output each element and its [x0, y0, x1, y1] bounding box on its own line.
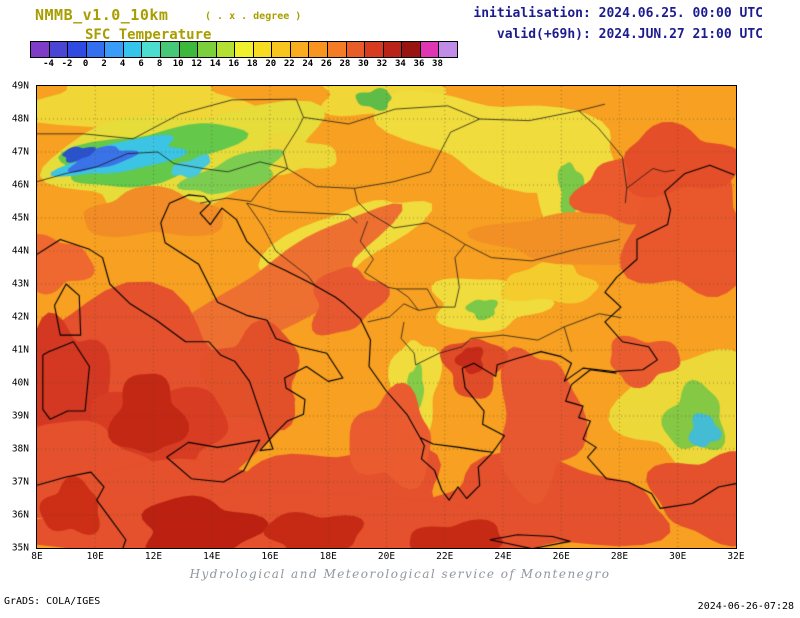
lat-axis-label: 37N — [11, 476, 29, 488]
colorbar-cell — [142, 42, 161, 57]
colorbar-tick-label: 30 — [357, 59, 369, 69]
model-name: NMMB_v1.0_10km — [35, 6, 169, 24]
temperature-colorbar — [30, 41, 458, 58]
colorbar-cell — [179, 42, 199, 57]
colorbar-tick-label: 36 — [413, 59, 425, 69]
colorbar-cell — [198, 42, 217, 57]
colorbar-tick-label: 2 — [101, 59, 107, 69]
colorbar-cell — [216, 42, 236, 57]
lon-axis-label: 12E — [144, 551, 163, 562]
colorbar-tick-label: 18 — [246, 59, 258, 69]
lon-axis-label: 24E — [494, 551, 512, 562]
colorbar-cell — [439, 42, 457, 57]
grads-credit: GrADS: COLA/IGES — [4, 596, 101, 607]
colorbar-cell — [402, 42, 421, 57]
lat-axis-label: 43N — [11, 278, 29, 290]
lon-axis-label: 30E — [669, 551, 687, 562]
colorbar-cell — [346, 42, 366, 57]
lat-axis-label: 41N — [11, 344, 29, 356]
colorbar-tick-label: 20 — [265, 59, 277, 69]
lat-axis-label: 47N — [11, 146, 29, 158]
lon-axis-label: 16E — [261, 551, 279, 562]
valid-time-label: valid(+69h): 2024.JUN.27 21:00 UTC — [496, 27, 763, 42]
lat-axis: 49N 48N 47N 46N 45N 44N 43N 42N 41N 40N 39N 38N 37N 3… — [0, 81, 33, 554]
colorbar-tick-label: 16 — [228, 59, 240, 69]
colorbar-tick-label: 22 — [283, 59, 295, 69]
colorbar-tick-label: 38 — [432, 59, 443, 69]
colorbar-cell — [68, 42, 87, 57]
lat-axis-label: 39N — [11, 410, 29, 422]
colorbar-cell — [383, 42, 403, 57]
colorbar-cell — [290, 42, 310, 57]
lat-axis-label: 48N — [11, 113, 29, 125]
colorbar-tick-label: 24 — [302, 59, 314, 69]
lon-axis-label: 18E — [319, 551, 337, 562]
colorbar-tick-labels: -4 -2 0 2 4 6 8 10 12 14 16 18 20 22 24 26 28 30 32 34 36 38 — [30, 59, 460, 71]
colorbar-tick-label: 34 — [395, 59, 406, 69]
colorbar-tick-label: 4 — [119, 59, 126, 69]
lat-axis-label: 46N — [11, 179, 29, 191]
colorbar-cell — [235, 42, 254, 57]
init-time-label: initialisation: 2024.06.25. 00:00 UTC — [473, 6, 763, 21]
colorbar-tick-label: -2 — [61, 59, 73, 69]
colorbar-cell — [86, 42, 106, 57]
lon-axis-label: 8E — [31, 551, 43, 562]
colorbar-cell — [123, 42, 143, 57]
lat-axis-label: 35N — [11, 542, 29, 554]
lon-axis-label: 32E — [727, 551, 745, 562]
map-canvas — [36, 85, 737, 549]
lon-axis-label: 14E — [203, 551, 221, 562]
colorbar-tick-label: 10 — [172, 59, 184, 69]
colorbar-cell — [31, 42, 50, 57]
colorbar-tick-label: 14 — [209, 59, 221, 69]
service-credit: Hydrological and Meteorological service … — [189, 567, 611, 581]
colorbar-tick-label: 8 — [156, 59, 163, 69]
lon-axis-label: 10E — [86, 551, 104, 562]
lat-axis-label: 40N — [11, 377, 29, 389]
colorbar-cell — [365, 42, 384, 57]
colorbar-cell — [160, 42, 180, 57]
lon-axis-label: 20E — [377, 551, 396, 562]
colorbar-tick-label: 12 — [191, 59, 203, 69]
colorbar-tick-label: 28 — [339, 59, 351, 69]
colorbar-tick-label: 32 — [376, 59, 388, 69]
lon-axis: 8E 10E 12E 14E 16E 18E 20E 22E 24E 26E 28E 30E 32E — [31, 551, 744, 563]
creation-timestamp: 2024-06-26-07:28 — [697, 601, 794, 612]
resolution-note: ( . x . degree ) — [205, 11, 302, 22]
colorbar-cell — [272, 42, 291, 57]
lon-axis-label: 26E — [552, 551, 570, 562]
lon-axis-label: 22E — [436, 551, 454, 562]
colorbar-cell — [105, 42, 124, 57]
colorbar-tick-label: 0 — [82, 59, 89, 69]
lat-axis-label: 36N — [11, 509, 29, 521]
lat-axis-label: 42N — [11, 311, 29, 323]
colorbar-tick-label: -4 — [43, 59, 54, 69]
colorbar-cell — [309, 42, 328, 57]
lat-axis-label: 45N — [11, 212, 29, 224]
colorbar-cell — [420, 42, 440, 57]
lat-axis-label: 44N — [11, 245, 29, 257]
colorbar-cell — [328, 42, 347, 57]
lon-axis-label: 28E — [610, 551, 629, 562]
lat-axis-label: 49N — [11, 80, 29, 92]
variable-name: SFC Temperature — [85, 27, 212, 43]
colorbar-tick-label: 6 — [138, 59, 144, 69]
colorbar-cell — [49, 42, 69, 57]
colorbar-tick-label: 26 — [320, 59, 332, 69]
lat-axis-label: 38N — [11, 443, 29, 455]
colorbar-cell — [253, 42, 273, 57]
